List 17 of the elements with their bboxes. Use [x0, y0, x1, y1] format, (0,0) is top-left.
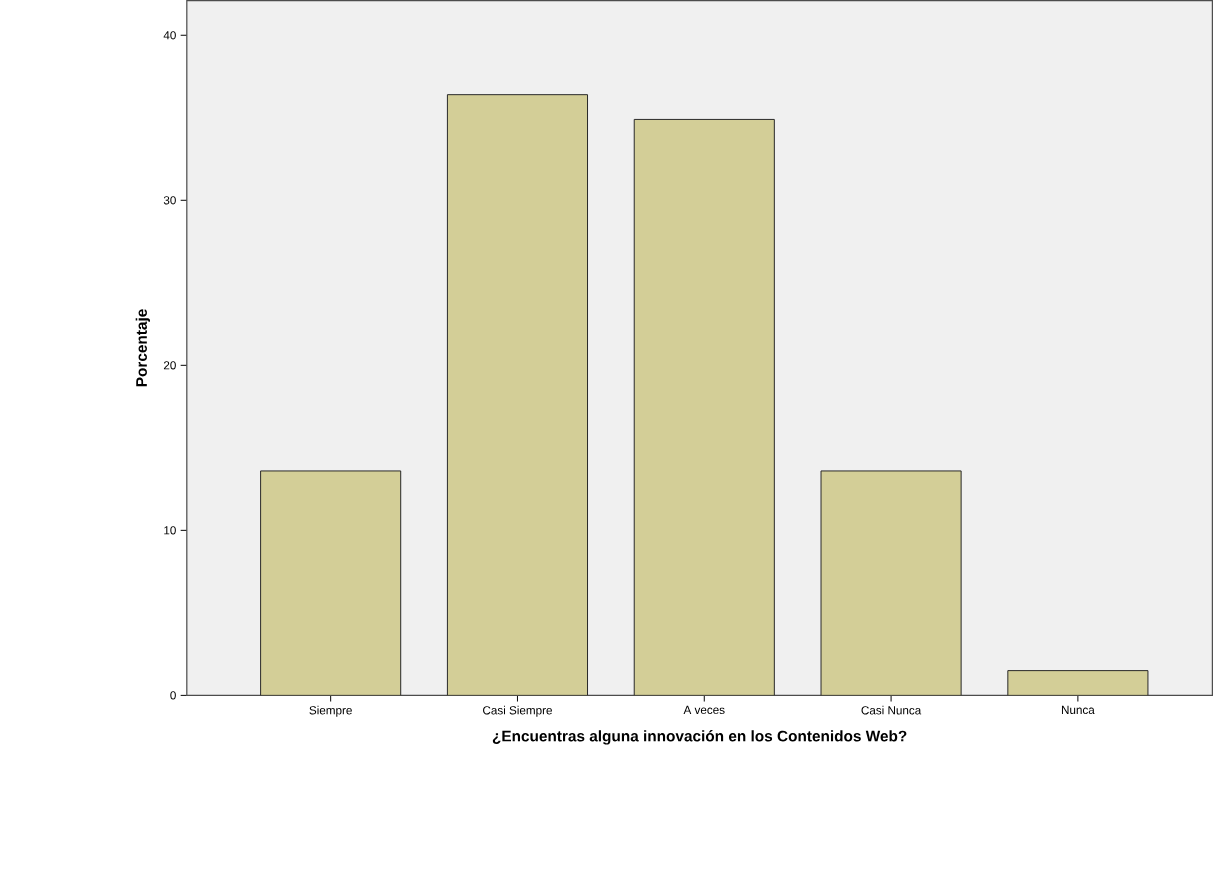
y-tick-label: 40: [163, 31, 176, 40]
bar: [1007, 670, 1149, 696]
bar: [446, 94, 589, 696]
y-axis-title: Porcentaje: [135, 309, 150, 387]
bar: [260, 470, 402, 696]
x-tick-label: Casi Siempre: [483, 705, 552, 717]
x-tick-label: A veces: [683, 705, 725, 715]
x-axis-title: ¿Encuentras alguna innovación en los Contenidos Web?: [492, 730, 907, 745]
y-tick-label: 0: [170, 691, 176, 700]
x-tick-label: Nunca: [1061, 705, 1095, 715]
x-tick-label: Casi Nunca: [861, 705, 922, 715]
y-tick-label: 10: [164, 526, 176, 535]
y-tick-label: 20: [163, 361, 176, 370]
y-tick-label: 30: [163, 196, 176, 205]
x-tick-label: Siempre: [309, 705, 352, 717]
bar: [634, 119, 775, 696]
bar: [820, 470, 962, 696]
